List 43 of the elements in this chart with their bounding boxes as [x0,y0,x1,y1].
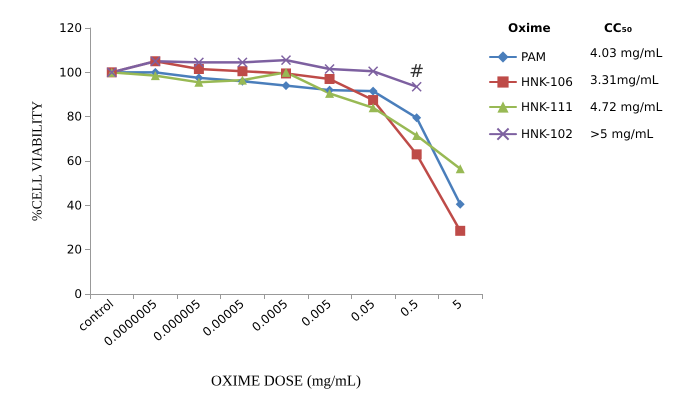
point [194,57,204,68]
point [237,66,248,76]
point [324,74,335,84]
y-tick-label: 40 [66,198,82,212]
x-axis-title: OXIME DOSE (mg/mL) [211,374,361,390]
legend-label: HNK-111 [521,100,573,114]
point [237,57,248,68]
y-tick-label: 120 [59,21,82,35]
legend-title: Oxime [508,21,551,35]
point [325,88,334,98]
text: 3.31mg/mL [590,73,659,87]
y-axis-title: %CELL VIABILITY [30,100,46,222]
point [411,81,422,92]
y-tick-label: 80 [66,110,82,124]
y-tick-label: 60 [66,154,82,168]
legend-label: PAM [521,50,546,64]
x-tick-label: 0.5 [398,296,422,320]
point [456,200,465,209]
point [368,66,378,76]
text: >5 mg/mL [590,127,654,141]
text: 4.72 mg/mL [590,100,663,114]
y-tick-label: 100 [59,65,82,80]
point [368,103,378,112]
point [455,226,466,236]
point [412,113,422,122]
y-tick-label: 0 [74,287,82,301]
x-tick-label: 5 [450,296,465,312]
legend-label: HNK-106 [521,75,573,89]
point [150,71,160,80]
point [368,86,378,96]
y-tick-label: 20 [66,242,82,257]
point [412,131,422,140]
annotation: # [409,61,424,82]
text: CC₅₀ [604,21,632,35]
point [280,54,292,66]
point [324,64,335,74]
legend-label: HNK-102 [521,127,573,142]
point [412,149,422,160]
point [368,95,378,106]
point [194,78,204,87]
point [456,164,465,174]
text: 4.03 mg/mL [590,46,663,60]
point [282,81,290,90]
